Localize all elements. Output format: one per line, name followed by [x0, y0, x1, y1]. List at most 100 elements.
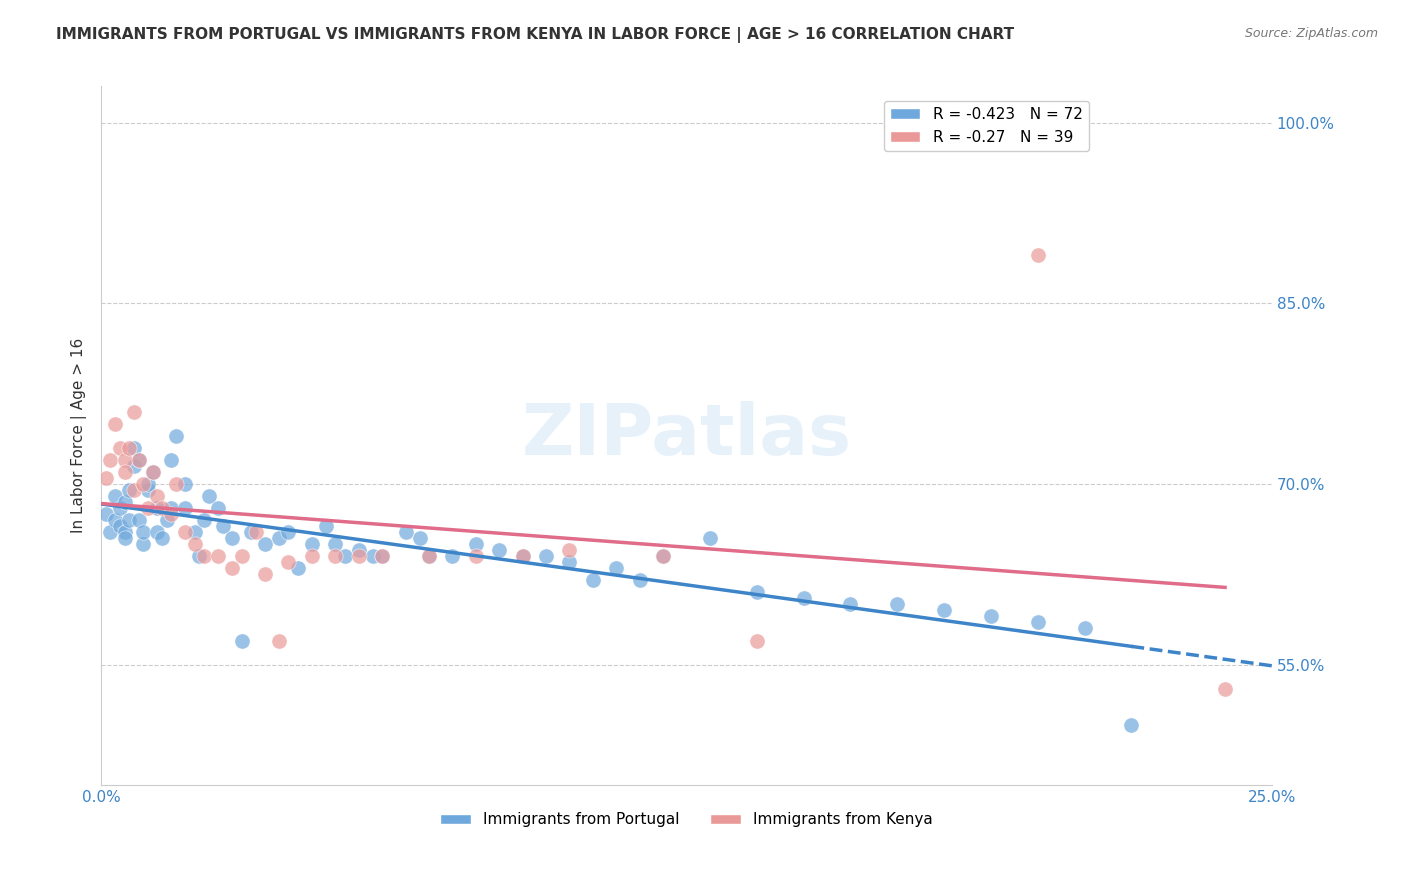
Immigrants from Portugal: [418, 549, 440, 564]
Immigrants from Kenya: [128, 452, 150, 467]
Immigrants from Portugal: [605, 561, 627, 575]
Immigrants from Portugal: [132, 525, 155, 540]
Immigrants from Portugal: [114, 525, 136, 540]
Immigrants from Kenya: [254, 567, 277, 582]
Immigrants from Portugal: [839, 598, 862, 612]
Immigrants from Kenya: [108, 441, 131, 455]
Immigrants from Portugal: [980, 609, 1002, 624]
Immigrants from Portugal: [118, 483, 141, 497]
Immigrants from Portugal: [142, 465, 165, 479]
Immigrants from Portugal: [699, 531, 721, 545]
Immigrants from Portugal: [160, 452, 183, 467]
Immigrants from Kenya: [221, 561, 243, 575]
Immigrants from Portugal: [441, 549, 464, 564]
Immigrants from Portugal: [408, 531, 430, 545]
Immigrants from Portugal: [231, 633, 253, 648]
Immigrants from Portugal: [361, 549, 384, 564]
Immigrants from Portugal: [100, 525, 122, 540]
Immigrants from Kenya: [150, 501, 173, 516]
Immigrants from Kenya: [122, 483, 145, 497]
Immigrants from Portugal: [104, 513, 127, 527]
Immigrants from Kenya: [132, 477, 155, 491]
Immigrants from Portugal: [114, 495, 136, 509]
Immigrants from Kenya: [142, 465, 165, 479]
Y-axis label: In Labor Force | Age > 16: In Labor Force | Age > 16: [72, 338, 87, 533]
Immigrants from Portugal: [174, 501, 197, 516]
Immigrants from Portugal: [1121, 718, 1143, 732]
Immigrants from Kenya: [245, 525, 267, 540]
Immigrants from Portugal: [628, 574, 651, 588]
Immigrants from Portugal: [128, 513, 150, 527]
Immigrants from Portugal: [333, 549, 356, 564]
Immigrants from Portugal: [315, 519, 337, 533]
Immigrants from Portugal: [146, 525, 169, 540]
Immigrants from Kenya: [652, 549, 675, 564]
Immigrants from Portugal: [793, 591, 815, 606]
Immigrants from Portugal: [122, 458, 145, 473]
Immigrants from Portugal: [188, 549, 211, 564]
Immigrants from Kenya: [174, 525, 197, 540]
Immigrants from Kenya: [371, 549, 394, 564]
Text: ZIPatlas: ZIPatlas: [522, 401, 852, 470]
Immigrants from Portugal: [108, 519, 131, 533]
Immigrants from Portugal: [277, 525, 299, 540]
Immigrants from Portugal: [146, 501, 169, 516]
Immigrants from Portugal: [150, 531, 173, 545]
Immigrants from Kenya: [1026, 248, 1049, 262]
Immigrants from Portugal: [1073, 622, 1095, 636]
Immigrants from Portugal: [128, 452, 150, 467]
Immigrants from Portugal: [136, 477, 159, 491]
Immigrants from Portugal: [1026, 615, 1049, 630]
Immigrants from Portugal: [118, 513, 141, 527]
Immigrants from Portugal: [254, 537, 277, 551]
Immigrants from Kenya: [136, 501, 159, 516]
Immigrants from Kenya: [122, 404, 145, 418]
Immigrants from Portugal: [886, 598, 908, 612]
Immigrants from Portugal: [512, 549, 534, 564]
Immigrants from Kenya: [418, 549, 440, 564]
Immigrants from Kenya: [267, 633, 290, 648]
Immigrants from Portugal: [347, 543, 370, 558]
Immigrants from Portugal: [488, 543, 510, 558]
Immigrants from Kenya: [301, 549, 323, 564]
Immigrants from Portugal: [108, 501, 131, 516]
Immigrants from Portugal: [267, 531, 290, 545]
Immigrants from Kenya: [347, 549, 370, 564]
Immigrants from Portugal: [534, 549, 557, 564]
Immigrants from Portugal: [114, 531, 136, 545]
Immigrants from Portugal: [394, 525, 416, 540]
Immigrants from Portugal: [582, 574, 605, 588]
Immigrants from Portugal: [160, 501, 183, 516]
Immigrants from Kenya: [464, 549, 486, 564]
Immigrants from Portugal: [371, 549, 394, 564]
Immigrants from Portugal: [240, 525, 263, 540]
Immigrants from Kenya: [100, 452, 122, 467]
Immigrants from Portugal: [301, 537, 323, 551]
Immigrants from Kenya: [207, 549, 229, 564]
Immigrants from Kenya: [160, 507, 183, 521]
Immigrants from Portugal: [165, 428, 187, 442]
Immigrants from Kenya: [323, 549, 346, 564]
Immigrants from Portugal: [323, 537, 346, 551]
Immigrants from Portugal: [932, 603, 955, 617]
Immigrants from Kenya: [94, 471, 117, 485]
Immigrants from Kenya: [277, 555, 299, 569]
Immigrants from Kenya: [558, 543, 581, 558]
Immigrants from Kenya: [146, 489, 169, 503]
Immigrants from Kenya: [1213, 681, 1236, 696]
Immigrants from Portugal: [94, 507, 117, 521]
Legend: Immigrants from Portugal, Immigrants from Kenya: Immigrants from Portugal, Immigrants fro…: [434, 806, 939, 833]
Immigrants from Kenya: [512, 549, 534, 564]
Immigrants from Portugal: [212, 519, 235, 533]
Immigrants from Portugal: [136, 483, 159, 497]
Text: IMMIGRANTS FROM PORTUGAL VS IMMIGRANTS FROM KENYA IN LABOR FORCE | AGE > 16 CORR: IMMIGRANTS FROM PORTUGAL VS IMMIGRANTS F…: [56, 27, 1014, 43]
Immigrants from Kenya: [184, 537, 207, 551]
Immigrants from Portugal: [174, 477, 197, 491]
Immigrants from Portugal: [104, 489, 127, 503]
Immigrants from Portugal: [156, 513, 179, 527]
Immigrants from Portugal: [558, 555, 581, 569]
Immigrants from Portugal: [221, 531, 243, 545]
Immigrants from Portugal: [287, 561, 309, 575]
Immigrants from Portugal: [198, 489, 221, 503]
Immigrants from Kenya: [104, 417, 127, 431]
